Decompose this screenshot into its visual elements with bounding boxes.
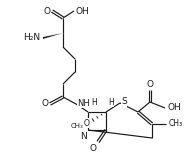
- Text: OH: OH: [76, 6, 90, 16]
- Text: CH₃: CH₃: [169, 119, 183, 129]
- Text: H: H: [108, 98, 114, 107]
- Text: O: O: [83, 118, 89, 128]
- Text: N: N: [80, 132, 87, 141]
- Text: O: O: [146, 80, 153, 89]
- Text: OH: OH: [167, 103, 181, 113]
- Text: H₂N: H₂N: [23, 33, 40, 43]
- Text: H: H: [91, 98, 97, 107]
- Text: O: O: [41, 99, 48, 109]
- Text: S: S: [121, 98, 127, 106]
- Text: O: O: [43, 6, 50, 16]
- Polygon shape: [43, 33, 63, 39]
- Text: NH: NH: [77, 99, 90, 108]
- Text: O: O: [89, 144, 96, 153]
- Text: CH₃: CH₃: [70, 123, 83, 129]
